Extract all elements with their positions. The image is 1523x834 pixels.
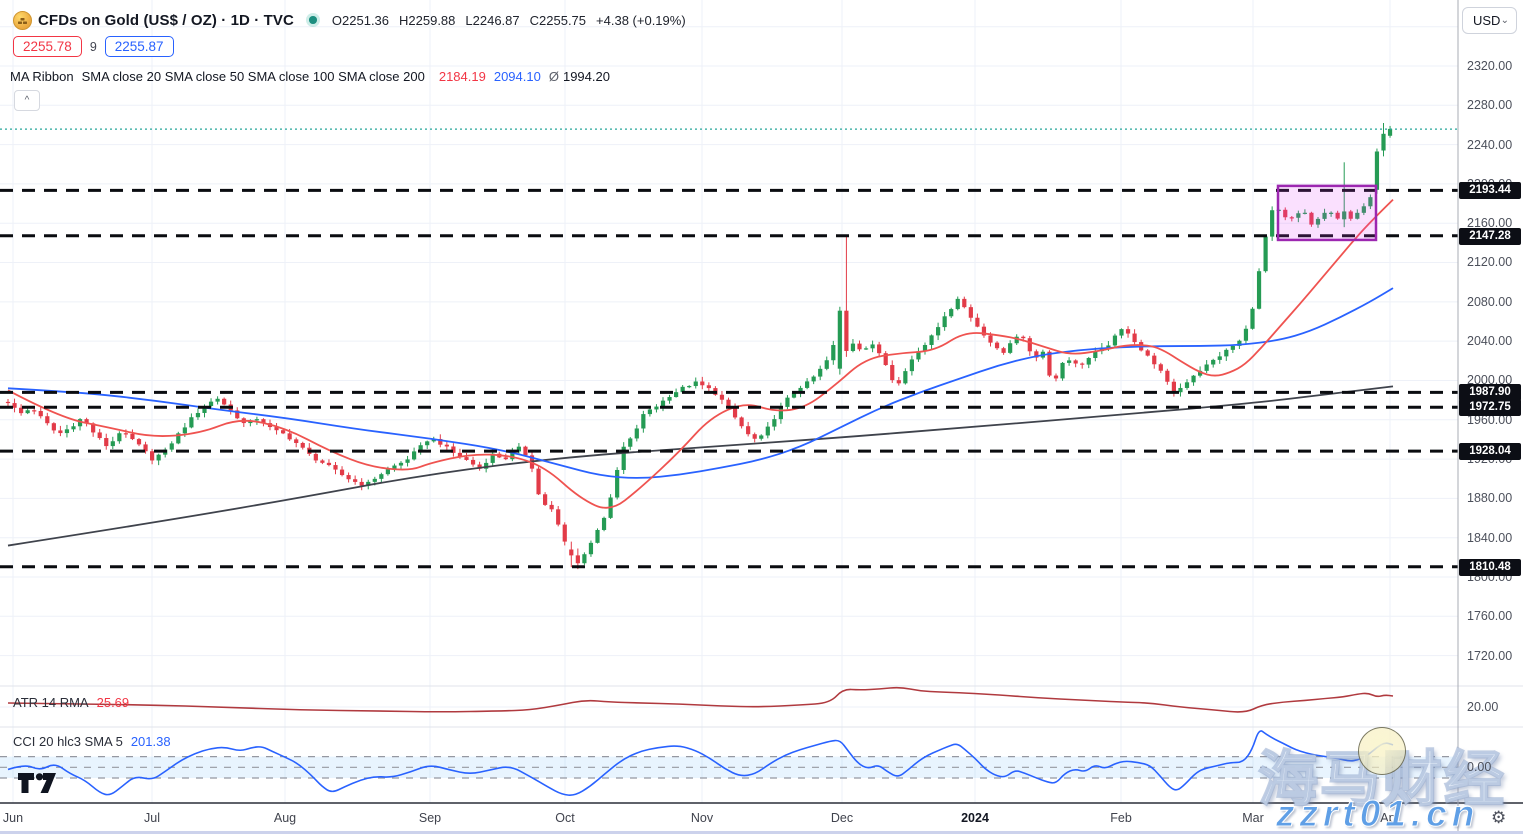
price-axis-label: 1840.00	[1467, 531, 1513, 545]
time-axis-label: Jul	[144, 811, 160, 825]
atr-indicator-value: 25.69	[96, 695, 130, 710]
time-axis-label: Mar	[1242, 811, 1264, 825]
ma-value-200: 1994.20	[562, 69, 610, 84]
atr-indicator-legend[interactable]: ATR 14 RMA 25.69	[13, 695, 129, 710]
price-axis-label: 2120.00	[1467, 255, 1513, 269]
price-axis-label: 1720.00	[1467, 649, 1513, 663]
ma-value-20: 2184.19	[438, 69, 486, 84]
ohlc-values: O2251.36 H2259.88 L2246.87 C2255.75 +4.3…	[332, 13, 686, 28]
time-axis-label: Jun	[2, 811, 24, 825]
cci-indicator-value: 201.38	[130, 734, 171, 749]
time-axis-label: Sep	[418, 811, 442, 825]
ohlc-close: C2255.75	[529, 12, 587, 28]
time-axis-label: Dec	[830, 811, 854, 825]
currency-selector[interactable]: USD ⌄	[1462, 7, 1517, 34]
price-axis-label: 2280.00	[1467, 98, 1513, 112]
price-axis-label: 1960.00	[1467, 413, 1513, 427]
symbol-legend: CFDs on Gold (US$ / OZ) · 1D · TVC O2251…	[13, 10, 686, 30]
symbol-title[interactable]: CFDs on Gold (US$ / OZ) · 1D · TVC	[38, 11, 294, 29]
price-level-tag: 1987.90	[1459, 383, 1521, 401]
ohlc-open: O2251.36	[331, 12, 390, 28]
cci-indicator-label: CCI 20 hlc3 SMA 5	[13, 734, 123, 749]
price-level-tag: 1810.48	[1459, 558, 1521, 576]
price-axis-label: 2040.00	[1467, 334, 1513, 348]
price-axis-label: 2320.00	[1467, 59, 1513, 73]
price-axis-label: 20.00	[1467, 700, 1499, 714]
price-level-tag: 2193.44	[1459, 181, 1521, 199]
ma-value-50: 2094.10	[493, 69, 541, 84]
bottom-border-strip	[0, 831, 1523, 834]
time-axis-label: Apr	[1380, 811, 1400, 825]
market-status-icon[interactable]	[305, 13, 320, 27]
gold-coin-icon	[13, 10, 32, 30]
price-axis-label: 1880.00	[1467, 491, 1513, 505]
collapse-indicators-button[interactable]: ^	[14, 90, 40, 111]
price-level-tag: 1928.04	[1459, 442, 1521, 460]
timezone-settings-gear-icon[interactable]: ⚙	[1491, 808, 1507, 827]
time-axis-label: Nov	[690, 811, 714, 825]
ma-ribbon-params: SMA close 20 SMA close 50 SMA close 100 …	[81, 69, 425, 84]
price-level-tag: 2147.28	[1459, 227, 1521, 245]
spread-value: 9	[89, 39, 97, 54]
ask-price-button[interactable]: 2255.87	[104, 36, 174, 57]
price-axis-label: 1760.00	[1467, 609, 1513, 623]
bid-price-button[interactable]: 2255.78	[13, 36, 82, 57]
chevron-down-icon: ⌄	[1500, 15, 1509, 26]
time-axis-label: Feb	[1110, 811, 1132, 825]
ohlc-change: +4.38 (+0.19%)	[596, 12, 686, 28]
time-axis-label: 2024	[961, 811, 989, 825]
price-axis-label: 0.00	[1467, 760, 1492, 774]
ma-ribbon-label: MA Ribbon	[10, 69, 74, 84]
quote-row: 2255.78 9 2255.87	[13, 36, 174, 57]
price-axis-label: 2080.00	[1467, 295, 1513, 309]
time-axis-label: Oct	[555, 811, 575, 825]
tradingview-logo[interactable]	[18, 773, 64, 798]
ma-ribbon-legend[interactable]: MA Ribbon SMA close 20 SMA close 50 SMA …	[10, 69, 610, 84]
currency-label: USD	[1473, 13, 1501, 28]
time-axis-label: Aug	[273, 811, 297, 825]
ohlc-low: L2246.87	[465, 12, 520, 28]
price-axis-label: 2160.00	[1467, 216, 1513, 230]
price-axis-label: 2240.00	[1467, 138, 1513, 152]
ma-average-symbol: Ø	[548, 69, 559, 84]
chevron-up-icon: ^	[24, 95, 30, 106]
cci-indicator-legend[interactable]: CCI 20 hlc3 SMA 5 201.38	[13, 734, 171, 749]
atr-indicator-label: ATR 14 RMA	[13, 695, 89, 710]
ohlc-high: H2259.88	[399, 12, 456, 28]
price-level-tag: 1972.75	[1459, 398, 1521, 416]
